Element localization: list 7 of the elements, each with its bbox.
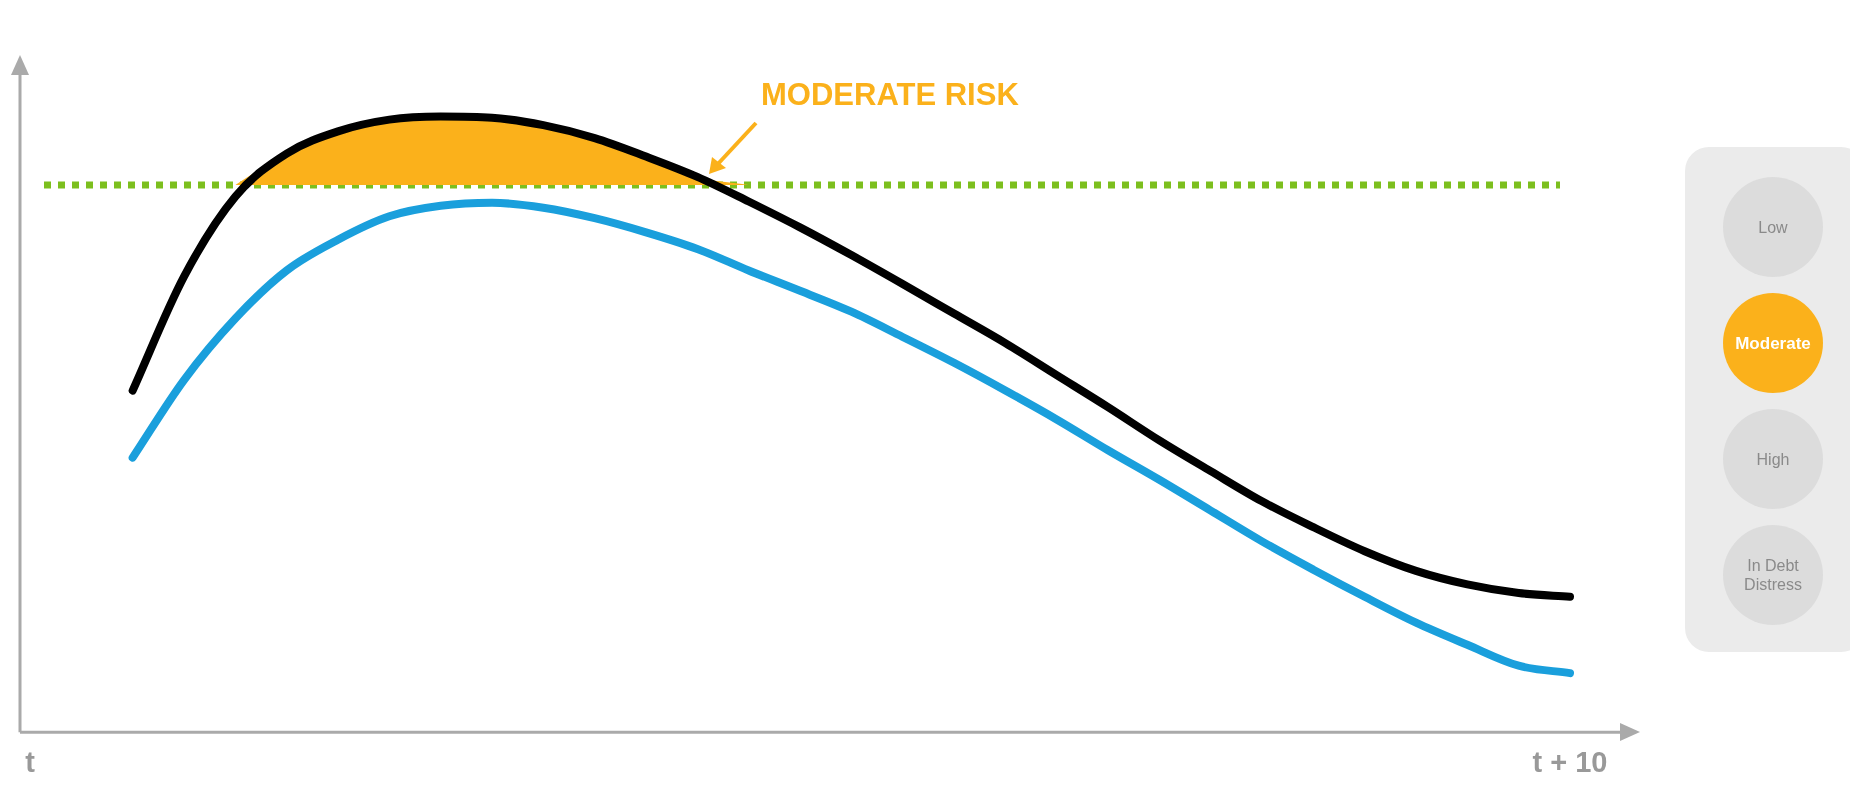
- category-label: Low: [1723, 177, 1823, 277]
- category-label: In Debt Distress: [1723, 525, 1823, 625]
- category-label: Moderate: [1723, 293, 1823, 393]
- category-label: High: [1723, 409, 1823, 509]
- text: MODERATE RISK: [761, 77, 1020, 113]
- x-tick-label: t: [25, 745, 36, 778]
- x-tick-label: t + 10: [1532, 745, 1608, 778]
